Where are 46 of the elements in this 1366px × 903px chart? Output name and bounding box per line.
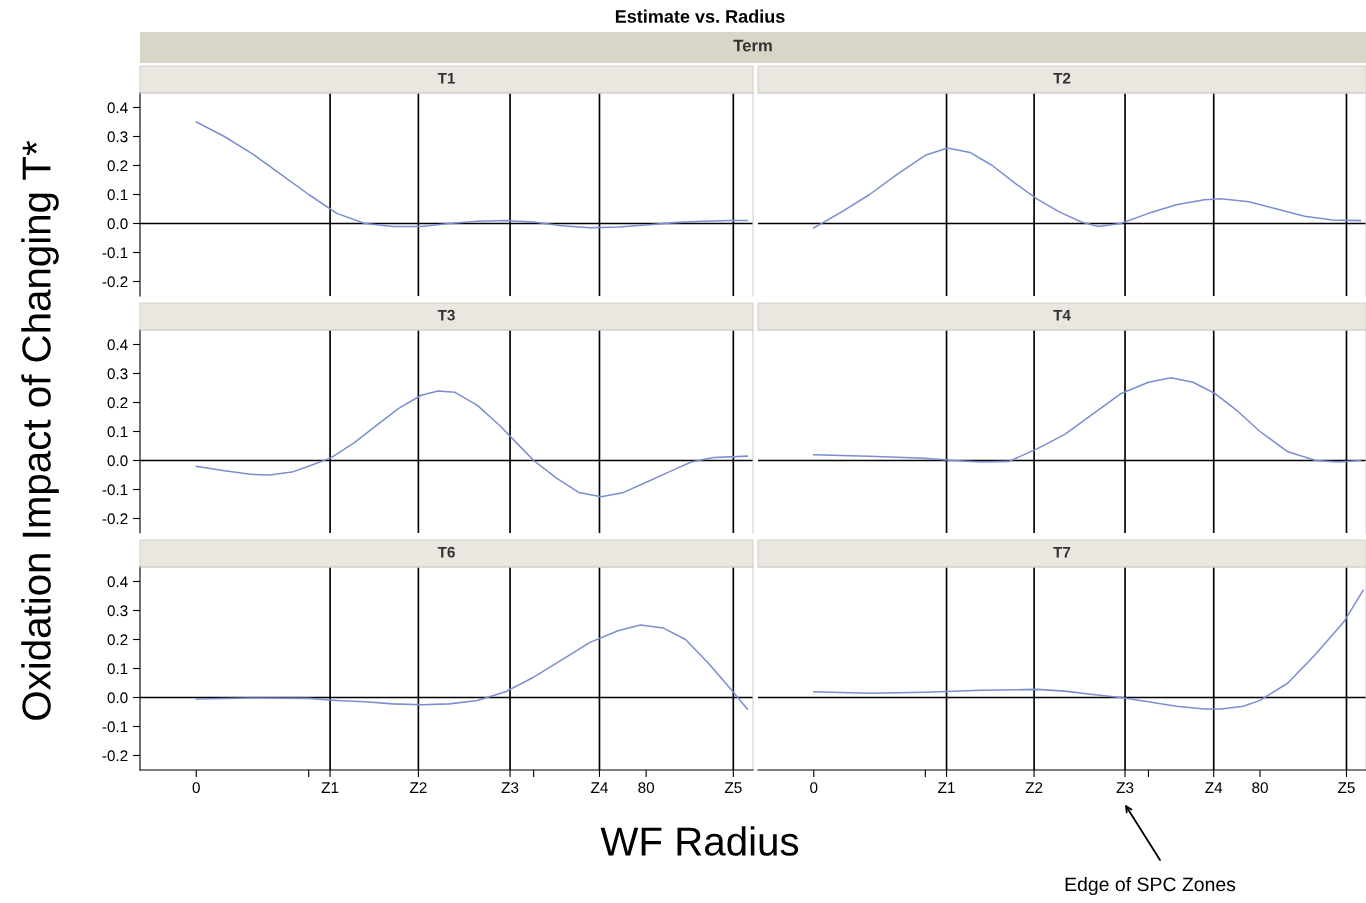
x-axis-title: WF Radius [600,826,799,856]
y-tick-label: 0.3 [107,131,128,143]
text: Estimate vs. Radius [615,9,785,23]
y-tick-label: -0.2 [102,276,128,288]
y-tick-label: 0.4 [107,102,128,114]
y-tick-label: 0.4 [107,339,128,351]
y-tick-label: -0.1 [102,721,128,733]
x-tick-label: Z5 [1338,782,1355,794]
y-tick-label: 0.0 [107,218,128,230]
y-tick-label: -0.2 [102,750,128,762]
y-tick-label: -0.1 [102,484,128,496]
x-tick-label: Z1 [938,782,955,793]
x-tick-label: Z4 [591,782,608,793]
x-tick-label: Z5 [724,782,742,794]
chart-title: T1 [437,72,455,84]
chart-title: T2 [1053,72,1071,84]
chart-title: T6 [437,546,455,558]
x-tick-label: Z1 [321,782,339,793]
text: Term [733,39,772,52]
chart-title: T7 [1053,546,1071,558]
x-tick-label: 80 [638,782,655,794]
y-tick-label: 0.3 [107,368,128,380]
text: Edge of SPC Zones [1065,876,1236,896]
y-tick-label: 0.4 [107,576,128,588]
y-tick-label: 0.2 [107,397,128,409]
x-tick-label: Z3 [501,782,519,794]
y-tick-label: 0.2 [107,634,128,646]
y-tick-label: 0.2 [107,160,128,172]
chart-title: T4 [1053,309,1071,321]
y-tick-label: -0.1 [102,247,128,259]
y-tick-label: 0.1 [107,189,128,201]
y-tick-label: 0.1 [107,426,128,438]
x-tick-label: Z4 [1205,782,1223,793]
chart-title: T3 [437,309,455,321]
x-tick-label: 0 [192,782,200,794]
x-tick-label: Z2 [409,782,427,793]
y-tick-label: 0.0 [107,692,128,704]
x-tick-label: Z2 [1025,782,1043,793]
y-tick-label: 0.1 [107,663,128,675]
y-tick-label: -0.2 [102,513,128,525]
x-tick-label: 80 [1252,782,1268,794]
y-tick-label: 0.3 [107,605,128,617]
y-tick-label: 0.0 [107,455,128,467]
y-axis-title: Oxidation Impact of Changing T* [21,140,59,720]
x-tick-label: 0 [810,782,818,794]
x-tick-label: Z3 [1116,782,1134,794]
